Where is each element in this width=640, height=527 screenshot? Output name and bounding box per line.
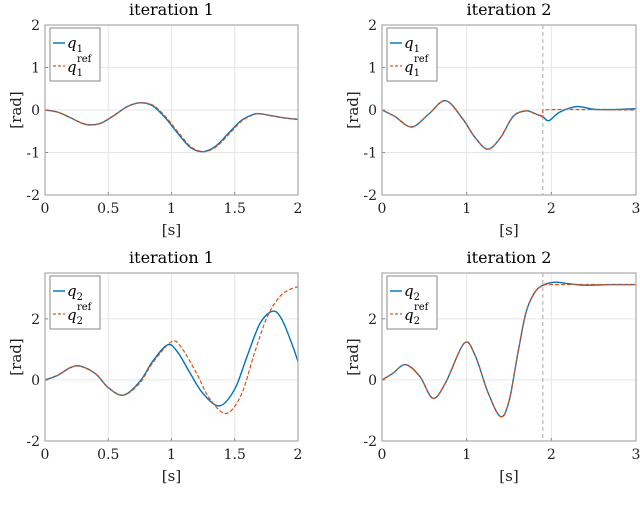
x-axis-label: [s] xyxy=(499,221,518,239)
x-tick-label: 3 xyxy=(632,201,640,217)
x-tick-label: 0.5 xyxy=(97,201,119,217)
y-tick-label: 1 xyxy=(368,61,377,77)
subplot-q1-iteration-1: 0 0.5 1 1.5 2 -2 -1 0 1 2 iteration 1 [s] [rad] q1q1r… xyxy=(7,0,302,239)
x-tick-label: 0 xyxy=(41,201,50,217)
reference-trajectory-line xyxy=(381,283,637,418)
legend-box xyxy=(49,275,101,330)
y-tick-label: -2 xyxy=(363,188,377,204)
legend-box xyxy=(386,27,438,82)
y-tick-label: 0 xyxy=(31,373,40,389)
y-axis-label: [rad] xyxy=(7,91,25,128)
x-tick-label: 1 xyxy=(167,447,176,463)
axes-box xyxy=(381,24,637,196)
x-tick-label: 0 xyxy=(378,201,387,217)
y-tick-label: 1 xyxy=(31,61,40,77)
x-tick-label: 0 xyxy=(378,447,387,463)
y-tick-label: -1 xyxy=(363,146,377,162)
x-tick-label: 1 xyxy=(167,201,176,217)
y-tick-label: -2 xyxy=(26,434,40,450)
x-tick-label: 1.5 xyxy=(224,201,246,217)
y-tick-label: 2 xyxy=(31,312,40,328)
x-tick-label: 2 xyxy=(547,201,556,217)
x-tick-label: 2 xyxy=(294,447,303,463)
reference-trajectory-line xyxy=(44,102,299,153)
axes-box xyxy=(44,24,299,196)
legend-box xyxy=(49,27,101,82)
x-axis-label: [s] xyxy=(162,221,181,239)
x-tick-label: 1 xyxy=(462,201,471,217)
y-tick-label: 2 xyxy=(31,18,40,34)
y-axis-label: [rad] xyxy=(344,338,362,375)
y-tick-label: 0 xyxy=(368,373,377,389)
x-axis-label: [s] xyxy=(499,467,518,485)
axes-box xyxy=(44,272,299,442)
x-axis-label: [s] xyxy=(162,467,181,485)
y-tick-label: -2 xyxy=(26,188,40,204)
axes-box xyxy=(381,272,637,442)
y-tick-label: -2 xyxy=(363,434,377,450)
legend-box xyxy=(386,275,438,330)
y-axis-label: [rad] xyxy=(7,338,25,375)
x-tick-label: 3 xyxy=(632,447,640,463)
subplot-title: iteration 1 xyxy=(129,248,214,267)
reference-trajectory-line xyxy=(44,286,299,415)
subplot-title: iteration 2 xyxy=(467,0,552,19)
y-tick-label: 2 xyxy=(368,312,377,328)
x-tick-label: 0.5 xyxy=(97,447,119,463)
y-tick-label: 0 xyxy=(31,103,40,119)
y-axis-label: [rad] xyxy=(344,91,362,128)
y-tick-label: -1 xyxy=(26,146,40,162)
reference-trajectory-line xyxy=(381,100,637,150)
x-tick-label: 1 xyxy=(462,447,471,463)
x-tick-label: 0 xyxy=(41,447,50,463)
x-tick-label: 1.5 xyxy=(224,447,246,463)
y-tick-label: 2 xyxy=(368,18,377,34)
y-tick-label: 0 xyxy=(368,103,377,119)
x-tick-label: 2 xyxy=(547,447,556,463)
x-tick-label: 2 xyxy=(294,201,303,217)
subplot-title: iteration 1 xyxy=(129,0,214,19)
subplot-title: iteration 2 xyxy=(467,248,552,267)
